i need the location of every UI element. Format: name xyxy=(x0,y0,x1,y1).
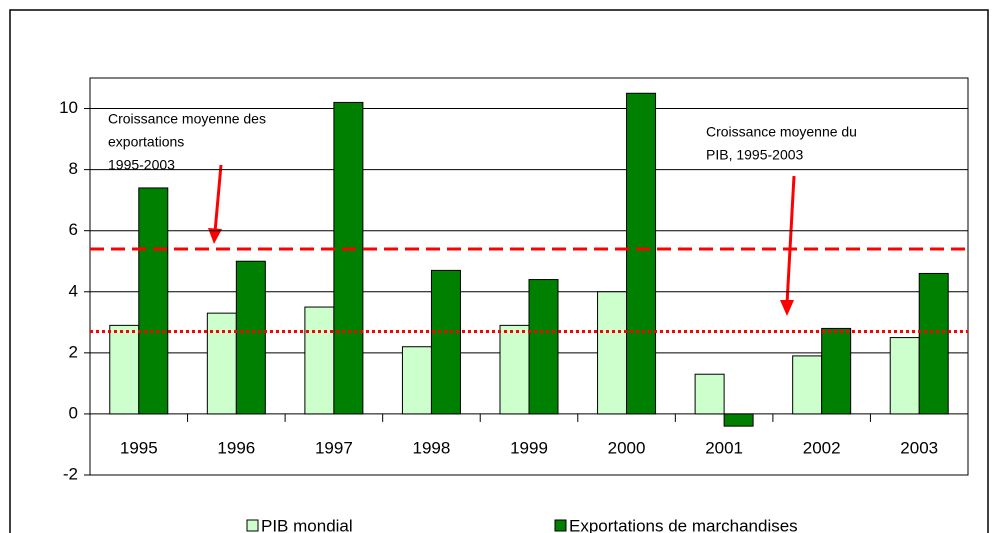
bar xyxy=(206,312,237,415)
arrow-shaft xyxy=(785,175,796,305)
y-tick-label: -2 xyxy=(63,464,78,483)
x-tick-label: 2001 xyxy=(705,438,743,457)
bar xyxy=(723,413,754,427)
bar xyxy=(499,324,530,415)
annotation: Croissance moyenne des xyxy=(108,111,266,127)
legend-swatch xyxy=(554,519,567,532)
annotation: 1995-2003 xyxy=(108,157,175,173)
annotation: PIB, 1995-2003 xyxy=(706,147,804,163)
y-tick-label: 8 xyxy=(69,159,78,178)
bar xyxy=(597,291,628,415)
annotation: exportations xyxy=(108,134,184,150)
x-tick-label: 1997 xyxy=(315,438,353,457)
y-tick-label: 2 xyxy=(69,342,78,361)
y-tick-label: 6 xyxy=(69,220,78,239)
bar xyxy=(918,272,949,415)
bar xyxy=(401,346,432,415)
x-tick-label: 1999 xyxy=(510,438,548,457)
x-tick-label: 1998 xyxy=(413,438,451,457)
annotation: Croissance moyenne du xyxy=(706,124,857,140)
bar xyxy=(792,355,823,415)
x-tick-label: 1996 xyxy=(217,438,255,457)
legend-label: PIB mondial xyxy=(261,516,353,533)
y-tick-label: 4 xyxy=(69,281,78,300)
x-tick-label: 2002 xyxy=(803,438,841,457)
arrow-head xyxy=(780,300,794,316)
legend-label: Exportations de marchandises xyxy=(569,516,798,533)
x-tick-label: 2003 xyxy=(900,438,938,457)
bar xyxy=(430,269,461,415)
bar xyxy=(821,327,852,415)
y-tick-label: 10 xyxy=(59,98,78,117)
bar xyxy=(235,260,266,415)
arrows xyxy=(208,164,796,316)
bar xyxy=(889,337,920,415)
x-tick-label: 1995 xyxy=(120,438,158,457)
bar xyxy=(626,92,657,415)
y-tick-label: 0 xyxy=(69,403,78,422)
bar xyxy=(138,187,169,415)
x-tick-label: 2000 xyxy=(608,438,646,457)
legend-swatch xyxy=(246,519,259,532)
bar xyxy=(109,324,140,415)
bar xyxy=(528,279,559,415)
arrow-head xyxy=(208,228,222,244)
bar xyxy=(333,101,364,415)
bar xyxy=(694,373,725,415)
arrow-shaft xyxy=(213,164,223,233)
bar xyxy=(304,306,335,415)
